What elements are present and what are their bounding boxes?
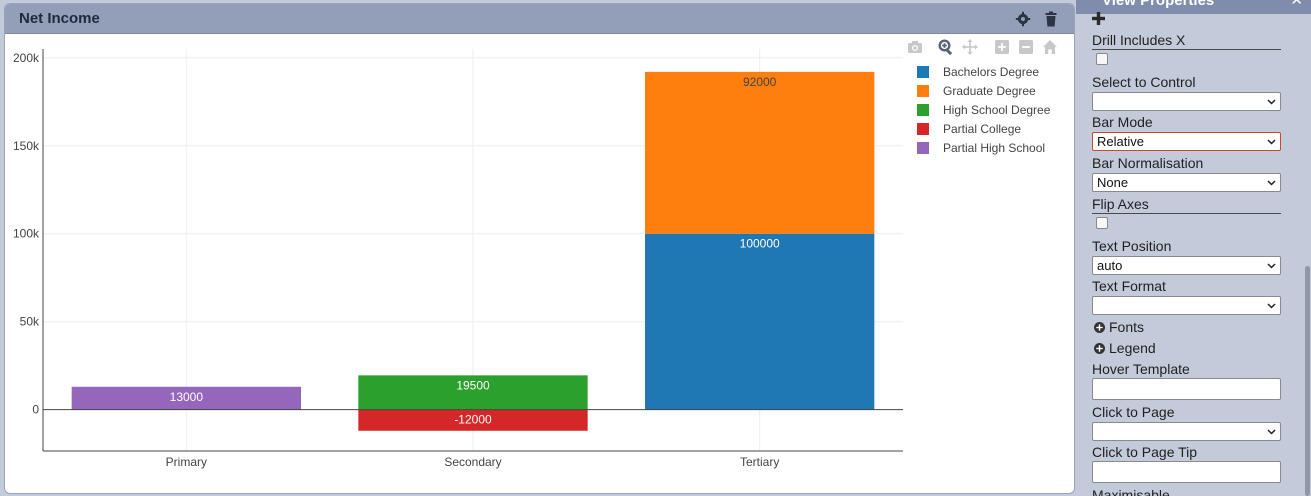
view-properties-header: View Properties ✕	[1076, 0, 1311, 14]
legend-swatch[interactable]	[917, 85, 929, 97]
fonts-expander[interactable]: Fonts	[1094, 319, 1144, 335]
legend-expander[interactable]: Legend	[1094, 340, 1156, 356]
view-properties-panel: View Properties ✕ Drill Includes X Selec…	[1076, 0, 1311, 496]
legend-swatch[interactable]	[917, 104, 929, 116]
view-properties-title: View Properties	[1102, 0, 1215, 9]
bar[interactable]	[645, 71, 875, 234]
chevron-down-icon	[1267, 263, 1276, 269]
bar-normalisation-select[interactable]: None	[1092, 173, 1281, 192]
drill-includes-x-checkbox[interactable]	[1096, 53, 1108, 65]
chart-panel: Net Income	[4, 3, 1075, 494]
bar[interactable]	[358, 409, 588, 431]
text-position-select[interactable]: auto	[1092, 256, 1281, 275]
legend-swatch[interactable]	[917, 142, 929, 154]
bar-value-label: 100000	[740, 237, 780, 251]
legend-label: Legend	[1109, 340, 1156, 356]
chart-axes: 0 50k 100k 150k 200k Primary Secondary Tertiary	[13, 49, 903, 469]
chart-legend: Bachelors Degree Graduate Degree High Scho…	[917, 65, 1051, 155]
legend-item-label[interactable]: Partial High School	[943, 141, 1045, 155]
click-to-page-label: Click to Page	[1092, 404, 1175, 420]
panel-header: Net Income	[5, 4, 1074, 34]
legend-swatch[interactable]	[917, 66, 929, 78]
zoom-out-icon[interactable]	[1018, 39, 1034, 55]
gear-icon[interactable]	[1015, 11, 1031, 27]
divider	[1092, 213, 1281, 214]
y-tick-label: 50k	[20, 315, 40, 329]
hover-template-label: Hover Template	[1092, 361, 1190, 377]
text-position-value: auto	[1097, 258, 1123, 273]
scrollbar-thumb[interactable]	[1305, 266, 1310, 496]
chart-bars: 100000 92000 19500 -12000 13000	[71, 71, 875, 431]
bar[interactable]	[358, 375, 588, 410]
trash-icon[interactable]	[1043, 11, 1059, 27]
text-format-label: Text Format	[1092, 278, 1166, 294]
bar-normalisation-value: None	[1097, 175, 1129, 190]
click-to-page-select[interactable]	[1092, 422, 1281, 441]
select-to-control-label: Select to Control	[1092, 74, 1196, 90]
x-tick-label: Primary	[166, 455, 207, 469]
zoom-in-icon[interactable]	[994, 39, 1010, 55]
drill-includes-x-label: Drill Includes X	[1092, 32, 1186, 48]
text-format-select[interactable]	[1092, 296, 1281, 315]
bar-value-label: 92000	[743, 75, 777, 89]
flip-axes-label: Flip Axes	[1092, 196, 1149, 212]
legend-item-label[interactable]: Graduate Degree	[943, 84, 1036, 98]
legend-item-label[interactable]: Partial College	[943, 122, 1021, 136]
y-tick-label: 0	[32, 403, 39, 417]
expand-plus-icon	[1094, 342, 1105, 354]
legend-item-label[interactable]: Bachelors Degree	[943, 65, 1039, 79]
reset-axes-home-icon[interactable]	[1042, 39, 1058, 55]
bar-mode-select[interactable]: Relative	[1092, 132, 1281, 151]
legend-swatch[interactable]	[917, 123, 929, 135]
divider	[1092, 49, 1281, 50]
bar[interactable]	[71, 386, 302, 410]
bar-value-label: 13000	[170, 390, 204, 404]
y-tick-label: 200k	[13, 51, 40, 65]
select-to-control-select[interactable]	[1092, 92, 1281, 111]
bar-chart: 100000 92000 19500 -12000 13000 0 50k 100k 150k…	[13, 49, 1051, 469]
y-tick-label: 150k	[13, 139, 40, 153]
add-icon[interactable]	[1092, 12, 1105, 25]
x-tick-label: Tertiary	[740, 455, 779, 469]
pan-icon[interactable]	[962, 39, 978, 55]
chevron-down-icon	[1267, 139, 1276, 145]
chevron-down-icon	[1267, 99, 1276, 105]
click-to-page-tip-label: Click to Page Tip	[1092, 444, 1198, 460]
bar-mode-label: Bar Mode	[1092, 114, 1153, 130]
panel-title: Net Income	[19, 10, 100, 27]
chevron-down-icon	[1267, 303, 1276, 309]
bar-value-label: -12000	[454, 413, 492, 427]
bar-mode-value: Relative	[1097, 134, 1144, 149]
maximisable-label: Maximisable	[1092, 487, 1170, 496]
hover-template-input[interactable]	[1092, 378, 1281, 400]
zoom-icon[interactable]	[938, 39, 954, 55]
camera-icon[interactable]	[907, 39, 923, 55]
text-position-label: Text Position	[1092, 238, 1172, 254]
flip-axes-checkbox[interactable]	[1096, 217, 1108, 229]
legend-item-label[interactable]: High School Degree	[943, 103, 1051, 117]
chevron-down-icon	[1267, 180, 1276, 186]
chevron-down-icon	[1267, 429, 1276, 435]
y-tick-label: 100k	[13, 227, 40, 241]
fonts-label: Fonts	[1109, 319, 1145, 335]
bar-normalisation-label: Bar Normalisation	[1092, 155, 1204, 171]
x-tick-label: Secondary	[444, 455, 501, 469]
close-icon[interactable]: ✕	[1290, 0, 1303, 9]
bar-value-label: 19500	[456, 378, 490, 392]
bar[interactable]	[645, 233, 875, 410]
expand-plus-icon	[1094, 321, 1105, 333]
chart-modebar	[5, 39, 1074, 55]
click-to-page-tip-input[interactable]	[1092, 461, 1281, 483]
